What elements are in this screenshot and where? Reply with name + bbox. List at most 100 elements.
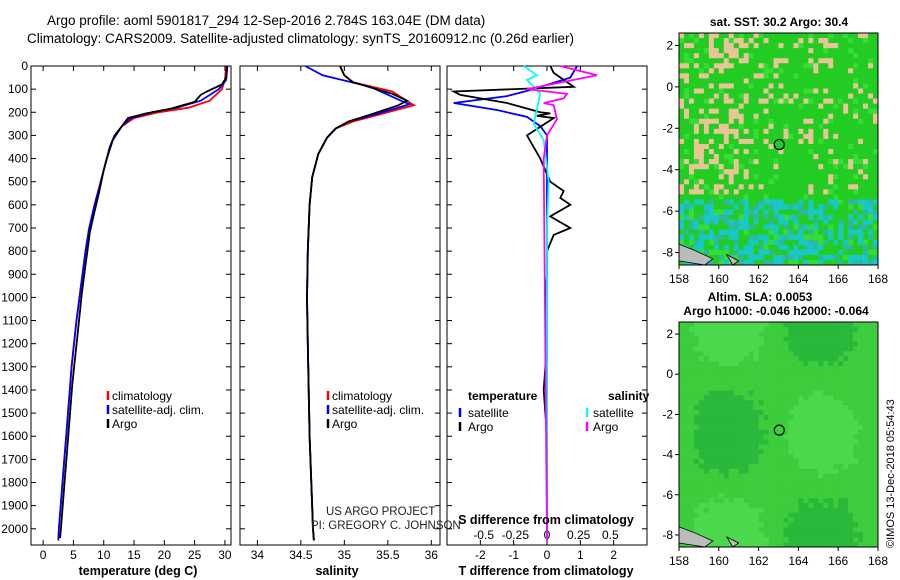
map-cell <box>783 149 789 155</box>
map-cell <box>723 429 730 435</box>
map-cell <box>708 527 715 533</box>
map-cell <box>718 194 725 200</box>
map-cell <box>683 405 690 411</box>
map-cell <box>748 341 754 347</box>
map-cell <box>818 375 824 381</box>
map-cell <box>863 454 869 460</box>
map-cell <box>838 410 844 416</box>
map-cell <box>873 449 879 455</box>
map-cell <box>683 239 690 246</box>
map-cell <box>743 390 749 396</box>
map-cell <box>763 507 769 514</box>
map-cell <box>858 493 864 499</box>
map-cell <box>733 493 739 499</box>
map-cell <box>748 118 754 125</box>
map-cell <box>813 38 819 44</box>
map-y-tick-label: -6 <box>662 204 673 218</box>
x-tick-label: 30 <box>218 548 232 562</box>
map-cell <box>713 454 720 460</box>
map-cell <box>778 199 784 205</box>
map-cell <box>723 361 730 367</box>
map-cell <box>768 138 774 145</box>
map-cell <box>803 410 809 416</box>
map-cell <box>693 331 700 337</box>
map-cell <box>703 512 710 518</box>
map-cell <box>823 78 829 84</box>
map-cell <box>718 113 725 120</box>
map-cell <box>838 194 844 200</box>
map-cell <box>728 366 735 372</box>
map-cell <box>833 189 839 195</box>
map-cell <box>728 159 735 165</box>
map-cell <box>753 204 759 210</box>
map-cell <box>843 522 849 528</box>
map-cell <box>863 400 869 406</box>
map-cell <box>823 43 829 49</box>
map-cell <box>778 83 784 89</box>
map-cell <box>703 400 710 406</box>
map-cell <box>833 83 839 89</box>
map-cell <box>853 209 859 215</box>
map-cell <box>828 439 834 445</box>
map-cell <box>818 224 824 230</box>
map-cell <box>858 458 864 465</box>
map-cell <box>873 43 879 49</box>
map-cell <box>693 93 700 99</box>
map-cell <box>748 390 754 396</box>
map-cell <box>778 419 784 426</box>
map-cell <box>848 449 854 455</box>
map-cell <box>683 199 690 205</box>
map-cell <box>808 502 814 509</box>
map-cell <box>803 123 809 130</box>
map-cell <box>823 189 829 195</box>
map-cell <box>708 48 715 54</box>
map-cell <box>818 370 824 377</box>
map-cell <box>743 326 749 333</box>
map-cell <box>748 522 754 528</box>
map-cell <box>808 73 814 79</box>
map-cell <box>873 380 879 386</box>
map-cell <box>808 43 814 49</box>
map-cell <box>818 361 824 367</box>
map-cell <box>768 532 774 538</box>
map-cell <box>843 113 849 120</box>
map-cell <box>853 331 859 337</box>
map-cell <box>733 33 739 39</box>
map-cell <box>853 244 859 251</box>
map-cell <box>848 424 854 430</box>
map-cell <box>718 169 725 175</box>
map-cell <box>833 209 839 215</box>
map-cell <box>738 429 744 435</box>
map-cell <box>708 133 715 140</box>
map-cell <box>868 174 874 180</box>
map-cell <box>848 326 854 333</box>
map-cell <box>753 512 759 518</box>
map-cell <box>783 498 789 504</box>
map-cell <box>713 351 720 357</box>
map-cell <box>783 502 789 509</box>
map-cell <box>803 331 809 337</box>
map-cell <box>843 249 849 256</box>
map-cell <box>793 98 799 104</box>
map-cell <box>748 512 754 518</box>
map-cell <box>838 234 844 241</box>
map-cell <box>823 154 829 160</box>
map-cell <box>858 113 864 120</box>
map-cell <box>808 38 814 44</box>
map-cell <box>813 336 819 342</box>
map-cell <box>808 259 814 266</box>
map-cell <box>723 159 730 165</box>
map-cell <box>728 43 735 49</box>
x-tick-label: 0 <box>40 548 47 562</box>
map-cell <box>748 336 754 342</box>
map-cell <box>823 199 829 205</box>
map-cell <box>763 493 769 499</box>
map-cell <box>793 458 799 465</box>
map-cell <box>858 48 864 54</box>
map-cell <box>703 434 710 440</box>
map-cell <box>868 48 874 54</box>
map-cell <box>763 346 769 352</box>
map-cell <box>703 380 710 386</box>
map-cell <box>743 159 749 165</box>
x-tick-label-secondary: 0.25 <box>567 528 591 542</box>
